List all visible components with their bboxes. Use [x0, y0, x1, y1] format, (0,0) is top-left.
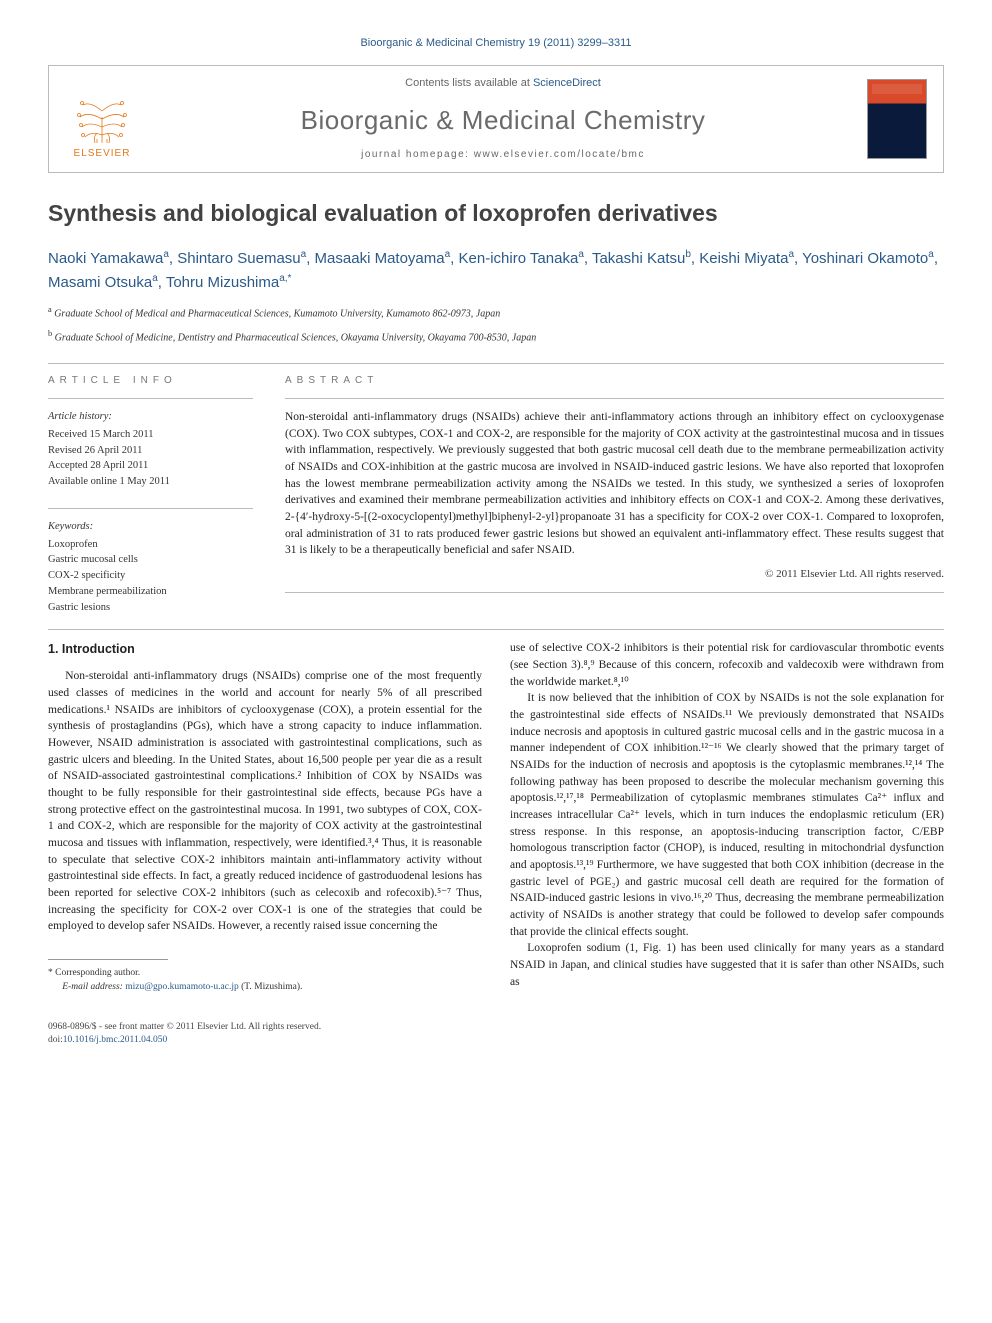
contents-prefix: Contents lists available at — [405, 77, 533, 89]
homepage-prefix: journal homepage: — [361, 149, 474, 160]
corr-author-email-link[interactable]: mizu@gpo.kumamoto-u.ac.jp — [125, 982, 239, 992]
header-citation: Bioorganic & Medicinal Chemistry 19 (201… — [48, 36, 944, 51]
abstract-text: Non-steroidal anti-inflammatory drugs (N… — [285, 409, 944, 559]
journal-homepage: journal homepage: www.elsevier.com/locat… — [155, 148, 851, 162]
sciencedirect-link[interactable]: ScienceDirect — [533, 77, 601, 89]
info-divider — [285, 592, 944, 593]
corr-author-marker: * Corresponding author. — [48, 966, 482, 980]
divider — [48, 363, 944, 364]
article-title: Synthesis and biological evaluation of l… — [48, 197, 944, 229]
footnote-separator — [48, 959, 168, 966]
history-line: Accepted 28 April 2011 — [48, 458, 253, 474]
abstract-label: ABSTRACT — [285, 374, 944, 388]
doi-label: doi: — [48, 1035, 63, 1045]
publisher-logo: ELSEVIER — [65, 77, 139, 161]
masthead: ELSEVIER Contents lists available at Sci… — [48, 65, 944, 173]
keywords-title: Keywords: — [48, 519, 253, 535]
journal-cover-thumbnail — [867, 79, 927, 159]
history-title: Article history: — [48, 409, 253, 425]
keyword: Loxoprofen — [48, 537, 253, 553]
keyword: COX-2 specificity — [48, 568, 253, 584]
authors-list: Naoki Yamakawaa, Shintaro Suemasua, Masa… — [48, 247, 944, 294]
email-label: E-mail address: — [62, 982, 123, 992]
doi-link[interactable]: 10.1016/j.bmc.2011.04.050 — [63, 1035, 167, 1045]
info-divider — [48, 398, 253, 399]
journal-title: Bioorganic & Medicinal Chemistry — [155, 102, 851, 138]
journal-page: Bioorganic & Medicinal Chemistry 19 (201… — [0, 0, 992, 1083]
affiliations: a Graduate School of Medical and Pharmac… — [48, 304, 944, 345]
body-paragraph: use of selective COX-2 inhibitors is the… — [510, 640, 944, 690]
masthead-center: Contents lists available at ScienceDirec… — [155, 76, 851, 162]
body-paragraph: Loxoprofen sodium (1, Fig. 1) has been u… — [510, 940, 944, 990]
corr-author-name: (T. Mizushima). — [241, 982, 302, 992]
keyword: Membrane permeabilization — [48, 584, 253, 600]
abstract-col: ABSTRACT Non-steroidal anti-inflammatory… — [285, 374, 944, 615]
affiliation: b Graduate School of Medicine, Dentistry… — [48, 328, 944, 345]
divider — [48, 629, 944, 630]
contents-line: Contents lists available at ScienceDirec… — [155, 76, 851, 91]
corresponding-author-footnote: * Corresponding author. E-mail address: … — [48, 966, 482, 995]
body-paragraph: It is now believed that the inhibition o… — [510, 690, 944, 940]
keyword: Gastric lesions — [48, 600, 253, 616]
article-info-row: ARTICLE INFO Article history: Received 1… — [48, 374, 944, 615]
keyword: Gastric mucosal cells — [48, 552, 253, 568]
publisher-name: ELSEVIER — [74, 147, 131, 161]
article-body: 1. Introduction Non-steroidal anti-infla… — [48, 640, 944, 994]
section-heading-introduction: 1. Introduction — [48, 640, 482, 658]
history-line: Revised 26 April 2011 — [48, 443, 253, 459]
article-info-col: ARTICLE INFO Article history: Received 1… — [48, 374, 253, 615]
body-paragraph: Non-steroidal anti-inflammatory drugs (N… — [48, 668, 482, 935]
history-line: Received 15 March 2011 — [48, 427, 253, 443]
article-history: Article history: Received 15 March 2011R… — [48, 409, 253, 490]
copyright: © 2011 Elsevier Ltd. All rights reserved… — [285, 567, 944, 582]
affiliation: a Graduate School of Medical and Pharmac… — [48, 304, 944, 321]
article-info-label: ARTICLE INFO — [48, 374, 253, 388]
elsevier-tree-icon — [73, 85, 131, 145]
info-divider — [48, 508, 253, 509]
info-divider — [285, 398, 944, 399]
history-line: Available online 1 May 2011 — [48, 474, 253, 490]
homepage-url: www.elsevier.com/locate/bmc — [474, 149, 645, 160]
issn-line: 0968-0896/$ - see front matter © 2011 El… — [48, 1021, 944, 1034]
page-footer: 0968-0896/$ - see front matter © 2011 El… — [48, 1021, 944, 1048]
keywords: Keywords: LoxoprofenGastric mucosal cell… — [48, 519, 253, 616]
